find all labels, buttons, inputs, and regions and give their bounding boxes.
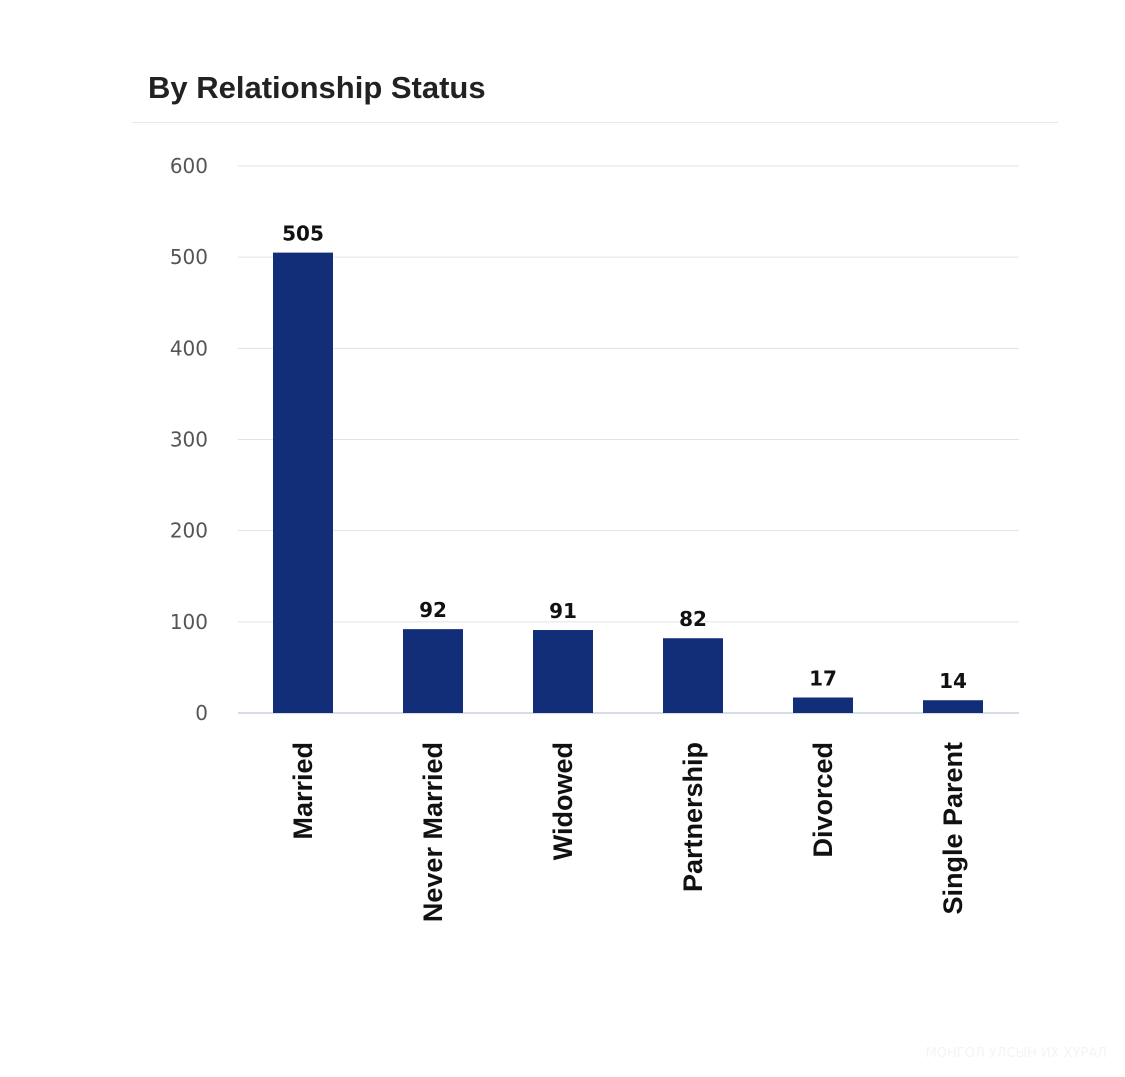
data-label: 82 [679, 607, 707, 631]
y-tick-label: 200 [170, 519, 208, 543]
bar[interactable] [533, 630, 593, 713]
data-label: 14 [939, 669, 967, 693]
x-tick-label: Single Parent [938, 742, 968, 915]
x-axis-categories: Married Never Married Widowed Partnership Di… [288, 742, 968, 922]
y-tick-label: 0 [195, 701, 208, 725]
x-tick-label: Widowed [548, 742, 578, 860]
y-tick-label: 600 [170, 154, 208, 178]
x-tick-label: Never Married [418, 742, 448, 922]
bar[interactable] [403, 629, 463, 713]
header-divider [132, 122, 1058, 123]
y-tick-label: 500 [170, 245, 208, 269]
gridlines [238, 165, 1019, 714]
bar[interactable] [663, 638, 723, 713]
y-tick-label: 400 [170, 336, 208, 360]
x-tick-label: Divorced [808, 742, 838, 858]
y-axis-ticks: 0 100 200 300 400 500 600 [170, 154, 208, 725]
x-tick-label: Married [288, 742, 318, 840]
data-label: 91 [549, 599, 577, 623]
watermark-text: МОНГОЛ УЛСЫН ИХ ХУРАЛ [925, 1046, 1107, 1061]
bar[interactable] [923, 700, 983, 713]
data-labels: 505 92 91 82 17 14 [282, 222, 967, 694]
data-label: 505 [282, 222, 324, 246]
data-label: 17 [809, 667, 837, 691]
bar[interactable] [273, 252, 333, 713]
data-label: 92 [419, 598, 447, 622]
y-tick-label: 100 [170, 610, 208, 634]
bar[interactable] [793, 697, 853, 713]
y-tick-label: 300 [170, 428, 208, 452]
bars [273, 252, 983, 713]
x-tick-label: Partnership [678, 742, 708, 892]
chart-title: By Relationship Status [148, 70, 486, 105]
